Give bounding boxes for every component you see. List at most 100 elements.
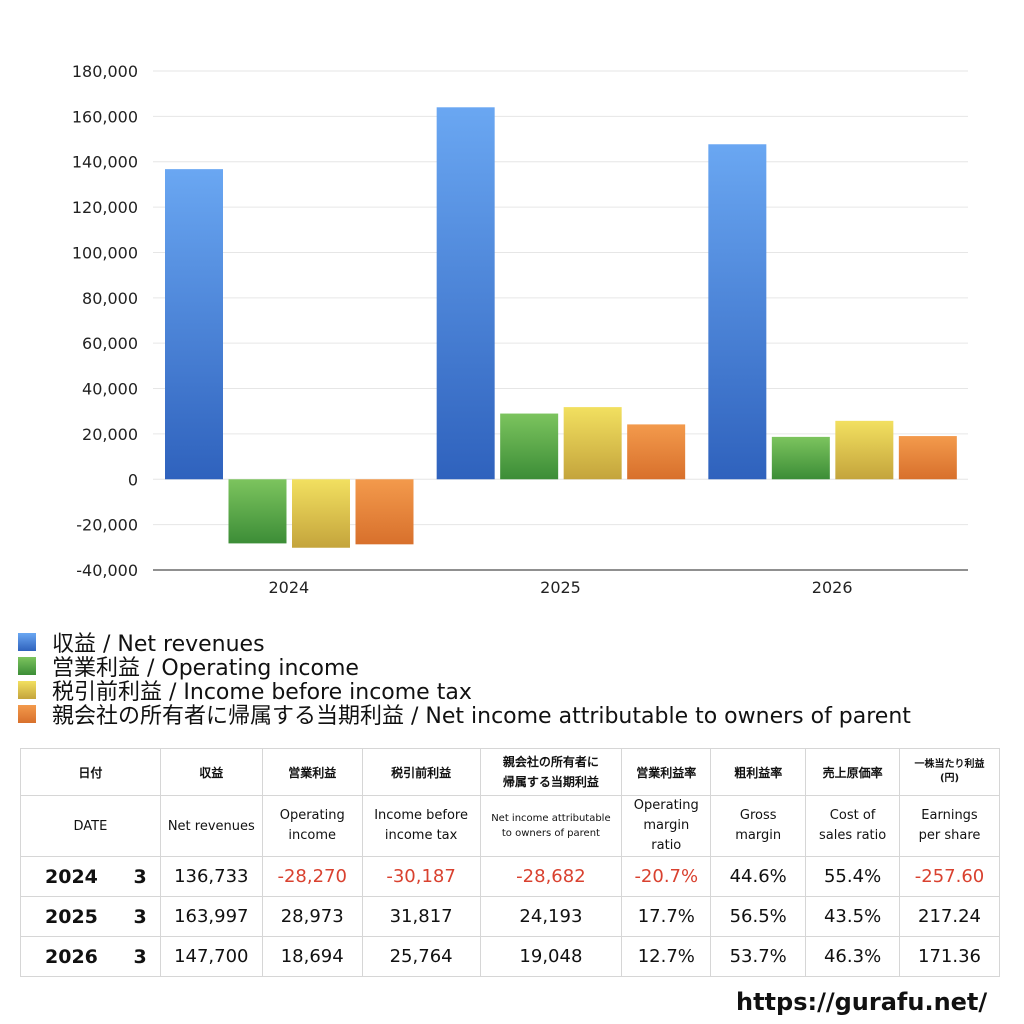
bar-chart: 180,000 160,000 140,000 120,000 100,000 80,00… — [72, 62, 968, 597]
legend-label: 親会社の所有者に帰属する当期利益 / Net income attributab… — [52, 704, 911, 729]
cell-operating-margin: 17.7% — [621, 896, 712, 937]
cell-net-revenues: 163,997 — [159, 896, 263, 937]
table-row: 2026 3 147,700 18,694 25,764 19,048 12.7… — [20, 936, 1000, 977]
x-tick-label: 2025 — [540, 578, 581, 597]
header-revenues-jp: 収益 — [159, 748, 263, 796]
grid-lines — [153, 70, 968, 526]
cell-eps: 217.24 — [899, 896, 1000, 937]
header-income-before-tax-en: Income before income tax — [361, 795, 481, 857]
bar-net-income-parent — [898, 436, 957, 480]
x-tick-label: 2024 — [268, 578, 309, 597]
bar-net-income-parent — [627, 424, 686, 480]
y-tick-label: 140,000 — [72, 153, 138, 172]
bar-net-revenues — [436, 107, 495, 480]
table-row: 2025 3 163,997 28,973 31,817 24,193 17.7… — [20, 896, 1000, 937]
header-eps-en: Earnings per share — [899, 795, 1000, 857]
header-operating-margin-en: Operating margin ratio — [621, 795, 712, 857]
header-net-income-parent-jp: 親会社の所有者に 帰属する当期利益 — [479, 748, 623, 796]
bar-operating-income — [228, 479, 287, 544]
cell-operating-income: 18,694 — [261, 936, 363, 977]
x-tick-label: 2026 — [812, 578, 853, 597]
row-month: 3 — [120, 856, 161, 897]
table-header-en: DATE Net revenues Operating income Incom… — [20, 795, 1000, 857]
cell-operating-margin: 12.7% — [621, 936, 712, 977]
bar-income-before-tax — [563, 407, 622, 480]
y-tick-label: 60,000 — [82, 334, 138, 353]
legend-swatch-blue — [18, 633, 36, 651]
y-tick-label: 180,000 — [72, 62, 138, 81]
y-tick-label: 100,000 — [72, 243, 138, 262]
header-net-income-parent-en: Net income attributable to owners of par… — [479, 795, 623, 857]
header-eps-jp: 一株当たり利益 (円) — [899, 748, 1000, 796]
y-tick-label: -20,000 — [76, 516, 138, 535]
bar-operating-income — [500, 413, 559, 480]
table-row: 2024 3 136,733 -28,270 -30,187 -28,682 -… — [20, 856, 1000, 897]
cell-eps: 171.36 — [899, 936, 1000, 977]
cell-cost-ratio: 46.3% — [805, 936, 901, 977]
cell-operating-income: 28,973 — [261, 896, 363, 937]
cell-net-revenues: 136,733 — [159, 856, 263, 897]
cell-net-revenues: 147,700 — [159, 936, 263, 977]
cell-income-before-tax: -30,187 — [361, 856, 481, 897]
table-header-jp: 日付 収益 営業利益 税引前利益 親会社の所有者に 帰属する当期利益 営業利益率… — [20, 748, 1000, 796]
row-year: 2024 — [20, 856, 121, 897]
y-tick-label: 120,000 — [72, 198, 138, 217]
header-gross-margin-jp: 粗利益率 — [710, 748, 807, 796]
cell-eps: -257.60 — [899, 856, 1000, 897]
legend-item-operating-income: 営業利益 / Operating income — [18, 654, 911, 681]
cell-net-income-parent: -28,682 — [479, 856, 623, 897]
y-tick-label: 160,000 — [72, 107, 138, 126]
legend-item-net-revenues: 収益 / Net revenues — [18, 630, 911, 657]
cell-income-before-tax: 25,764 — [361, 936, 481, 977]
header-operating-income-en: Operating income — [261, 795, 363, 857]
header-date-jp: 日付 — [20, 748, 161, 796]
cell-gross-margin: 44.6% — [710, 856, 807, 897]
legend-swatch-orange — [18, 705, 36, 723]
row-month: 3 — [120, 896, 161, 937]
header-operating-income-jp: 営業利益 — [261, 748, 363, 796]
legend-item-income-before-tax: 税引前利益 / Income before income tax — [18, 678, 911, 705]
cell-operating-margin: -20.7% — [621, 856, 712, 897]
y-axis-tick-labels: 180,000 160,000 140,000 120,000 100,000 80,00… — [72, 62, 138, 580]
row-year: 2025 — [20, 896, 121, 937]
header-gross-margin-en: Gross margin — [710, 795, 807, 857]
cell-cost-ratio: 55.4% — [805, 856, 901, 897]
y-tick-label: 80,000 — [82, 289, 138, 308]
header-cost-ratio-en: Cost of sales ratio — [805, 795, 901, 857]
bar-net-revenues — [165, 169, 223, 480]
header-operating-margin-jp: 営業利益率 — [621, 748, 712, 796]
bars — [165, 107, 957, 548]
cell-gross-margin: 53.7% — [710, 936, 807, 977]
cell-income-before-tax: 31,817 — [361, 896, 481, 937]
header-cost-ratio-jp: 売上原価率 — [805, 748, 901, 796]
x-axis-tick-labels: 2024 2025 2026 — [268, 578, 852, 597]
bar-income-before-tax — [835, 420, 894, 480]
cell-cost-ratio: 43.5% — [805, 896, 901, 937]
legend-swatch-yellow — [18, 681, 36, 699]
header-income-before-tax-jp: 税引前利益 — [361, 748, 481, 796]
bar-income-before-tax — [292, 479, 350, 548]
legend-label: 収益 / Net revenues — [52, 632, 265, 657]
cell-gross-margin: 56.5% — [710, 896, 807, 937]
legend-label: 営業利益 / Operating income — [52, 656, 359, 681]
y-tick-label: 20,000 — [82, 425, 138, 444]
row-year: 2026 — [20, 936, 121, 977]
bar-net-income-parent — [355, 479, 414, 545]
legend-swatch-green — [18, 657, 36, 675]
row-month: 3 — [120, 936, 161, 977]
y-tick-label: 40,000 — [82, 380, 138, 399]
legend-label: 税引前利益 / Income before income tax — [52, 680, 472, 705]
cell-operating-income: -28,270 — [261, 856, 363, 897]
bar-operating-income — [771, 436, 830, 480]
header-revenues-en: Net revenues — [159, 795, 263, 857]
y-tick-label: -40,000 — [76, 561, 138, 580]
site-url[interactable]: https://gurafu.net/ — [736, 988, 988, 1016]
cell-net-income-parent: 24,193 — [479, 896, 623, 937]
legend: 収益 / Net revenues 営業利益 / Operating incom… — [18, 630, 911, 729]
cell-net-income-parent: 19,048 — [479, 936, 623, 977]
y-tick-label: 0 — [128, 470, 138, 489]
bar-net-revenues — [708, 144, 767, 480]
header-date-en: DATE — [20, 795, 161, 857]
legend-item-net-income-parent: 親会社の所有者に帰属する当期利益 / Net income attributab… — [18, 702, 911, 729]
financial-table: 日付 収益 営業利益 税引前利益 親会社の所有者に 帰属する当期利益 営業利益率… — [20, 748, 1000, 977]
